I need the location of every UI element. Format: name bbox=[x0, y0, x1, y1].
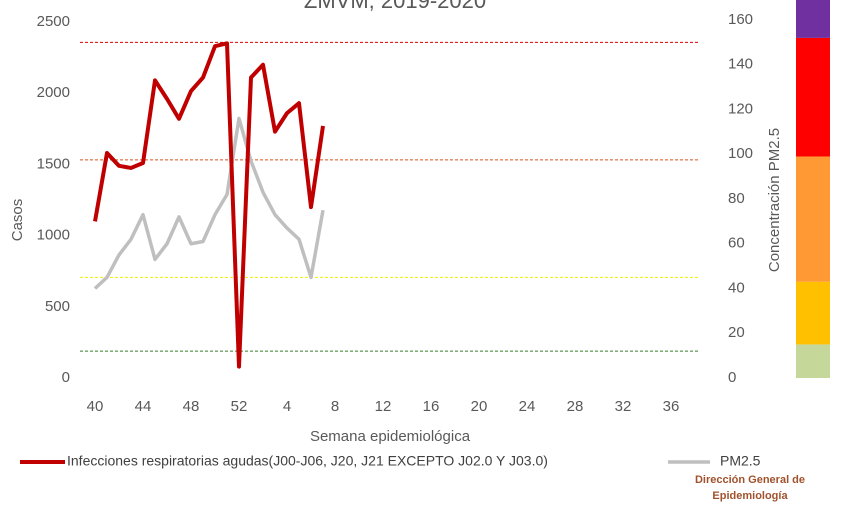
legend-label: Infecciones respiratorias agudas(J00-J06… bbox=[67, 453, 548, 469]
y2-tick-label: 40 bbox=[728, 279, 745, 296]
x-tick-label: 28 bbox=[567, 398, 584, 415]
y2-tick-label: 80 bbox=[728, 190, 745, 207]
x-tick-label: 4 bbox=[283, 398, 291, 415]
pm-band bbox=[796, 281, 830, 345]
logo-text: Dirección General de bbox=[695, 474, 805, 486]
y-tick-label: 2000 bbox=[37, 84, 70, 101]
series-line bbox=[93, 116, 325, 290]
y2-tick-label: 100 bbox=[728, 145, 753, 162]
chart-title: ZMVM, 2019-2020 bbox=[304, 0, 486, 13]
x-tick-label: 32 bbox=[615, 398, 632, 415]
x-tick-label: 40 bbox=[87, 398, 104, 415]
x-tick-label: 12 bbox=[375, 398, 392, 415]
pm-band bbox=[796, 0, 830, 38]
y2-tick-label: 60 bbox=[728, 235, 745, 252]
pm-band bbox=[796, 37, 830, 157]
y-tick-label: 500 bbox=[45, 298, 70, 315]
y-axis-label: Casos bbox=[9, 199, 26, 242]
y-tick-label: 1500 bbox=[37, 155, 70, 172]
y2-tick-label: 20 bbox=[728, 324, 745, 341]
y2-tick-label: 120 bbox=[728, 100, 753, 117]
x-tick-label: 8 bbox=[331, 398, 339, 415]
y2-tick-label: 160 bbox=[728, 11, 753, 28]
x-tick-label: 16 bbox=[423, 398, 440, 415]
x-tick-label: 20 bbox=[471, 398, 488, 415]
x-tick-label: 36 bbox=[663, 398, 680, 415]
y2-tick-label: 0 bbox=[728, 369, 736, 386]
y2-axis-label: Concentración PM2.5 bbox=[766, 128, 783, 272]
y-tick-label: 1000 bbox=[37, 227, 70, 244]
x-tick-label: 52 bbox=[231, 398, 248, 415]
logo-text: Epidemiología bbox=[712, 490, 788, 502]
x-axis-label: Semana epidemiológica bbox=[310, 428, 471, 445]
x-tick-label: 24 bbox=[519, 398, 536, 415]
pm-band bbox=[796, 344, 830, 378]
y-tick-label: 2500 bbox=[37, 13, 70, 30]
series-line bbox=[93, 41, 325, 369]
x-tick-label: 48 bbox=[183, 398, 200, 415]
legend-label: PM2.5 bbox=[720, 453, 761, 469]
y-tick-label: 0 bbox=[62, 369, 70, 386]
y2-tick-label: 140 bbox=[728, 56, 753, 73]
x-tick-label: 44 bbox=[135, 398, 152, 415]
pm-band bbox=[796, 156, 830, 282]
